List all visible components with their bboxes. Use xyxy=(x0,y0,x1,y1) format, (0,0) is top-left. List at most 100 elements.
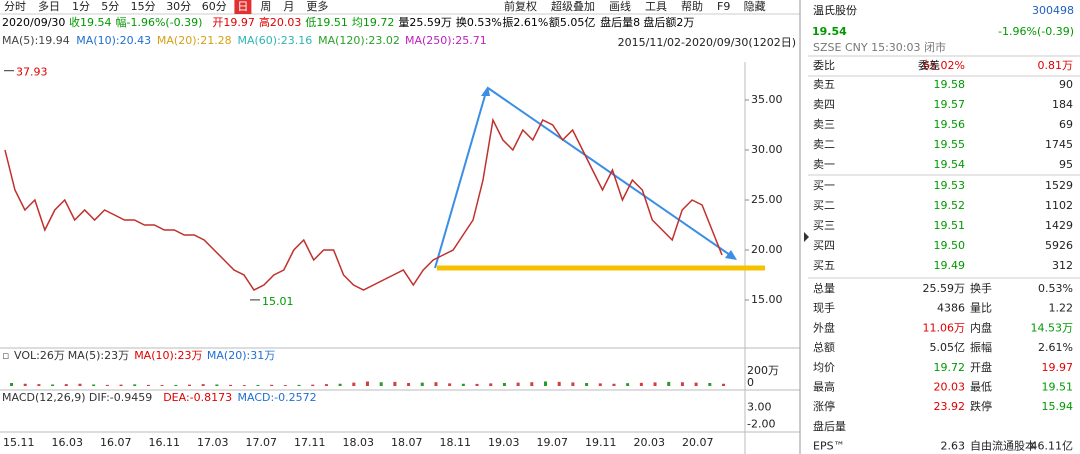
x-tick-label: 20.03 xyxy=(634,436,666,449)
stat-label: 均价 xyxy=(813,361,835,374)
toolbar-button[interactable]: 30分 xyxy=(166,0,191,13)
volume-bar xyxy=(352,382,356,386)
info-item: 2020/09/30 xyxy=(2,16,65,29)
volume-bar xyxy=(242,385,246,386)
toolbar-button[interactable]: 1分 xyxy=(72,0,90,13)
x-tick-label: 17.07 xyxy=(246,436,278,449)
order-volume: 1429 xyxy=(1045,219,1073,232)
toolbar-button[interactable]: 分时 xyxy=(4,0,26,13)
order-volume: 90 xyxy=(1059,78,1073,91)
x-tick-label: 18.03 xyxy=(343,436,375,449)
trend-arrow xyxy=(434,91,487,269)
value: 65.02% xyxy=(923,59,965,72)
info-item: 盘后额2万 xyxy=(643,15,694,29)
volume-bar xyxy=(215,384,219,386)
volume-bar xyxy=(324,384,328,386)
stat-value: 19.97 xyxy=(1042,361,1074,374)
info-item: 高20.03 xyxy=(259,15,302,29)
toolbar-button[interactable]: 月 xyxy=(283,0,294,13)
volume-bar xyxy=(653,382,657,386)
x-tick-label: 15.11 xyxy=(3,436,35,449)
toolbar-button[interactable]: 前复权 xyxy=(504,0,537,13)
volume-bar xyxy=(393,381,397,386)
label: 委差 xyxy=(918,58,940,72)
stat-value: 20.03 xyxy=(934,381,966,394)
stat-label: 最高 xyxy=(813,380,835,394)
annotation: 15.01 xyxy=(262,295,294,308)
toolbar-button[interactable]: 60分 xyxy=(202,0,227,13)
macd-tick: 3.00 xyxy=(747,400,772,413)
toolbar-button[interactable]: 画线 xyxy=(609,0,631,13)
toolbar-button[interactable]: 帮助 xyxy=(681,0,703,13)
stat-label: 总量 xyxy=(813,281,835,295)
volume-bar xyxy=(585,383,589,386)
toolbar-button[interactable]: 超级叠加 xyxy=(551,0,595,13)
volume-bar xyxy=(516,382,520,386)
stat-value: 46.11亿 xyxy=(1031,440,1074,453)
volume-bar xyxy=(23,383,27,386)
order-label: 买二 xyxy=(813,199,835,212)
y-tick-label: 25.00 xyxy=(751,193,783,206)
stat-label: 最低 xyxy=(970,381,992,394)
volume-bar xyxy=(297,384,301,386)
volume-bar xyxy=(448,383,452,386)
order-volume: 5926 xyxy=(1045,239,1073,252)
stat-value: 2.61% xyxy=(1038,341,1073,354)
collapse-arrow[interactable] xyxy=(804,232,809,242)
volume-bar xyxy=(283,385,287,386)
y-tick-label: 20.00 xyxy=(751,243,783,256)
order-volume: 95 xyxy=(1059,158,1073,171)
stat-label: 开盘 xyxy=(970,360,992,374)
toolbar-button[interactable]: 多日 xyxy=(38,0,60,13)
x-tick-label: 19.07 xyxy=(537,436,569,449)
volume-bar xyxy=(64,384,68,386)
stat-value: 11.06万 xyxy=(923,321,966,334)
stat-label: 换手 xyxy=(970,281,992,295)
ma-label: MA(120):23.02 xyxy=(318,34,400,47)
volume-bar xyxy=(612,383,616,386)
arrow-head xyxy=(725,250,737,260)
toolbar-button[interactable]: 工具 xyxy=(645,0,667,13)
label: 委比 xyxy=(813,59,835,72)
volume-tick: 0 xyxy=(747,376,754,389)
ma-label: MA(20):21.28 xyxy=(157,34,232,47)
volume-label: MA(5):23万 xyxy=(68,349,129,362)
toolbar-button[interactable]: 更多 xyxy=(306,0,328,13)
stat-value: 14.53万 xyxy=(1031,321,1074,334)
info-item: 幅-1.96%(-0.39) xyxy=(116,16,203,29)
order-price: 19.57 xyxy=(934,98,966,111)
stock-name: 温氏股份 xyxy=(813,4,857,17)
info-item: 换0.53% xyxy=(456,15,502,29)
volume-bar xyxy=(133,384,137,386)
toolbar-button[interactable]: 周 xyxy=(260,0,271,13)
stat-value: 2.63 xyxy=(941,440,966,453)
stat-label: 振幅 xyxy=(970,340,992,354)
volume-bar xyxy=(598,383,602,386)
volume-tick: 200万 xyxy=(747,364,779,377)
stock-code: 300498 xyxy=(1032,4,1074,17)
info-item: 开19.97 xyxy=(212,16,255,29)
info-item: 均19.72 xyxy=(352,16,395,29)
volume-bar xyxy=(571,382,575,386)
toolbar-button[interactable]: 日 xyxy=(237,0,248,13)
info-item: 盘后量8 xyxy=(600,15,640,29)
volume-bar xyxy=(434,382,438,386)
order-label: 卖三 xyxy=(813,118,835,131)
value: 0.81万 xyxy=(1038,59,1074,72)
trend-arrow xyxy=(487,87,731,256)
order-volume: 69 xyxy=(1059,118,1073,131)
toolbar-button[interactable]: 15分 xyxy=(131,0,156,13)
x-tick-label: 19.11 xyxy=(585,436,617,449)
toolbar-button[interactable]: 5分 xyxy=(101,0,119,13)
stat-label: 涨停 xyxy=(813,399,835,413)
toolbar-button[interactable]: F9 xyxy=(717,0,730,13)
order-price: 19.56 xyxy=(934,118,966,131)
order-label: 卖一 xyxy=(813,158,835,171)
ma-label: MA(5):19.94 xyxy=(2,34,70,47)
volume-bar xyxy=(119,384,123,386)
stat-value: 23.92 xyxy=(934,400,966,413)
stat-label: 内盘 xyxy=(970,320,992,334)
toolbar-button[interactable]: 隐藏 xyxy=(744,0,766,13)
market-meta: SZSE CNY 15:30:03 闭市 xyxy=(813,40,946,54)
